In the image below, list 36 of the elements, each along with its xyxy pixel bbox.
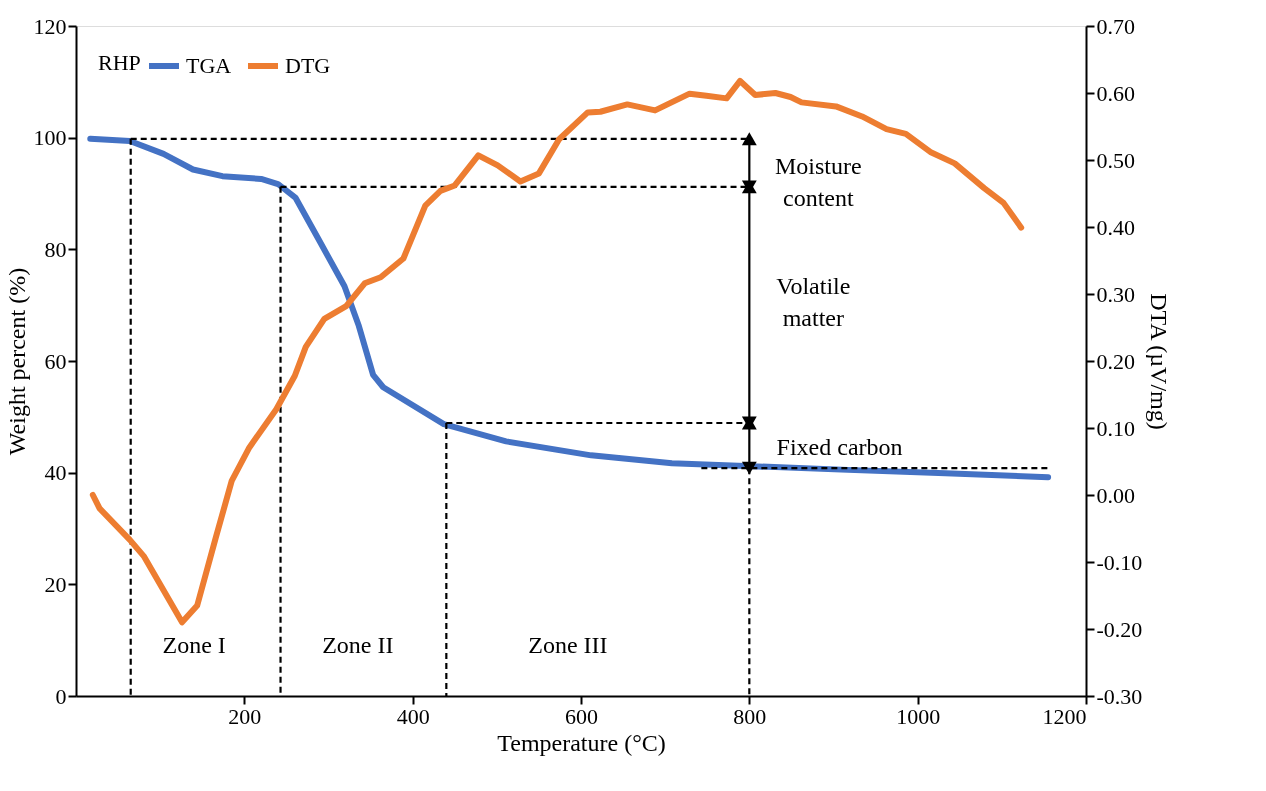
annotation: Zone III (528, 631, 608, 658)
y-tick-label: 80 (44, 236, 67, 262)
x-tick-label: 200 (228, 703, 262, 729)
y-tick-label: 20 (44, 571, 67, 597)
legend-label: TGA (186, 53, 232, 78)
y2-tick-label: 0.00 (1096, 482, 1135, 508)
x-tick-label: 800 (733, 703, 767, 729)
y2-tick-label: -0.30 (1096, 683, 1143, 709)
x-tick-label: 600 (565, 703, 598, 729)
annotation: Zone II (322, 631, 394, 658)
y-axis-title: Weight percent (%) (3, 267, 30, 456)
x-tick-label: 1200 (1042, 703, 1087, 729)
annotation: Zone I (162, 631, 226, 658)
y2-tick-label: 0.20 (1096, 348, 1135, 374)
y-tick-label: 40 (44, 460, 67, 486)
annotation: Moisture content (775, 152, 862, 211)
legend-title: RHP (98, 50, 141, 75)
x-tick-label: 1000 (896, 703, 941, 729)
y-tick-label: 120 (33, 13, 67, 39)
y2-tick-label: -0.20 (1096, 616, 1143, 642)
y2-tick-label: 0.10 (1096, 415, 1135, 441)
x-axis-title: Temperature (°C) (497, 729, 666, 756)
y2-axis-title: DTA (µV/mg) (1146, 293, 1173, 430)
y-tick-label: 0 (55, 683, 67, 709)
annotation: Fixed carbon (776, 434, 903, 461)
x-tick-label: 400 (396, 703, 430, 729)
y2-tick-label: -0.10 (1096, 549, 1143, 575)
y-tick-label: 100 (33, 125, 67, 151)
y2-tick-label: 0.50 (1096, 147, 1135, 173)
y2-tick-label: 0.60 (1096, 80, 1135, 106)
legend-label: DTG (285, 53, 331, 78)
y2-tick-label: 0.30 (1096, 281, 1135, 307)
y-tick-label: 60 (44, 348, 67, 374)
annotation: Volatile matter (776, 273, 851, 332)
y2-tick-label: 0.40 (1096, 214, 1135, 240)
y2-tick-label: 0.70 (1096, 13, 1135, 39)
